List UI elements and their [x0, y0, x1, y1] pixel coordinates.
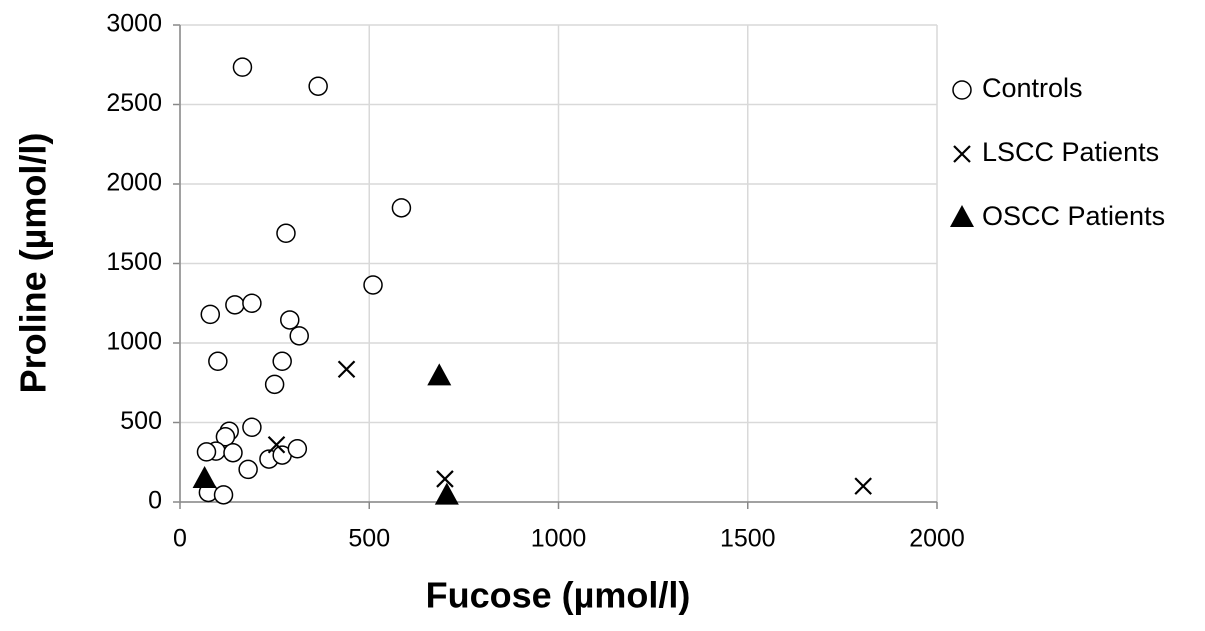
y-axis-title: Proline (µmol/l)	[13, 133, 54, 394]
x-tick-label: 500	[348, 525, 390, 553]
point	[436, 470, 454, 488]
y-tick-label: 3000	[106, 10, 162, 38]
point	[287, 438, 308, 459]
point	[434, 482, 459, 505]
point	[215, 427, 236, 447]
point	[223, 442, 243, 463]
point	[232, 57, 253, 77]
point	[242, 293, 262, 313]
y-tick-label: 2500	[106, 89, 162, 117]
point	[854, 477, 872, 495]
point	[208, 351, 228, 372]
point	[264, 374, 285, 395]
point	[276, 223, 296, 244]
x-tick-label: 1500	[720, 525, 776, 553]
x-tick-label: 1000	[531, 525, 587, 553]
legend-marker	[952, 80, 972, 100]
point	[200, 304, 221, 325]
legend-marker	[953, 145, 971, 163]
point	[242, 417, 262, 438]
point	[272, 351, 292, 372]
point	[391, 198, 412, 218]
point	[192, 465, 217, 488]
point	[280, 310, 300, 330]
point	[289, 326, 309, 346]
x-tick-label: 2000	[909, 525, 965, 553]
point	[337, 360, 356, 379]
point	[427, 363, 452, 386]
point	[267, 435, 286, 454]
point	[308, 76, 328, 96]
y-tick-label: 2000	[106, 169, 162, 197]
point	[363, 275, 383, 295]
x-axis-title: Fucose (µmol/l)	[426, 575, 691, 616]
legend-label: LSCC Patients	[982, 137, 1159, 167]
legend-marker	[950, 205, 974, 227]
y-tick-label: 1000	[106, 328, 162, 356]
point	[196, 442, 217, 462]
legend-label: OSCC Patients	[982, 201, 1165, 231]
legend-label: Controls	[982, 73, 1083, 103]
y-tick-label: 500	[120, 407, 162, 435]
y-tick-label: 0	[148, 487, 162, 515]
x-tick-label: 0	[173, 525, 187, 553]
point	[225, 295, 245, 315]
y-tick-label: 1500	[106, 248, 162, 276]
point	[213, 485, 234, 505]
point	[238, 459, 258, 480]
